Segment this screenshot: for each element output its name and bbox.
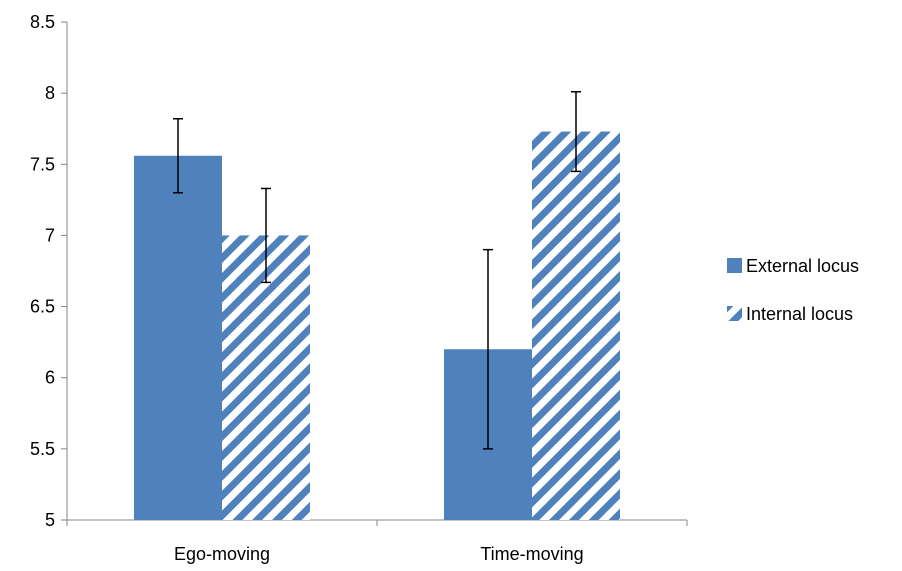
y-tick-label: 7.5 [30, 154, 55, 174]
x-tick-label: Ego-moving [174, 544, 270, 564]
y-tick-label: 5.5 [30, 439, 55, 459]
y-tick-label: 8.5 [30, 12, 55, 32]
legend-label: External locus [746, 256, 859, 276]
bar [134, 155, 222, 520]
bar [532, 131, 620, 520]
legend-label: Internal locus [746, 304, 853, 324]
legend-swatch-striped [727, 306, 742, 321]
legend: External locus Internal locus [727, 256, 859, 324]
y-tick-label: 6.5 [30, 297, 55, 317]
y-tick-label: 5 [45, 510, 55, 530]
x-tick-label: Time-moving [480, 544, 583, 564]
y-tick-label: 7 [45, 225, 55, 245]
y-tick-label: 8 [45, 83, 55, 103]
legend-swatch-solid [727, 258, 742, 273]
plot-area: 5 5.5 6 6.5 7 7.5 8 8.5 Ego-moving Time-moving [30, 12, 688, 564]
y-tick-label: 6 [45, 368, 55, 388]
